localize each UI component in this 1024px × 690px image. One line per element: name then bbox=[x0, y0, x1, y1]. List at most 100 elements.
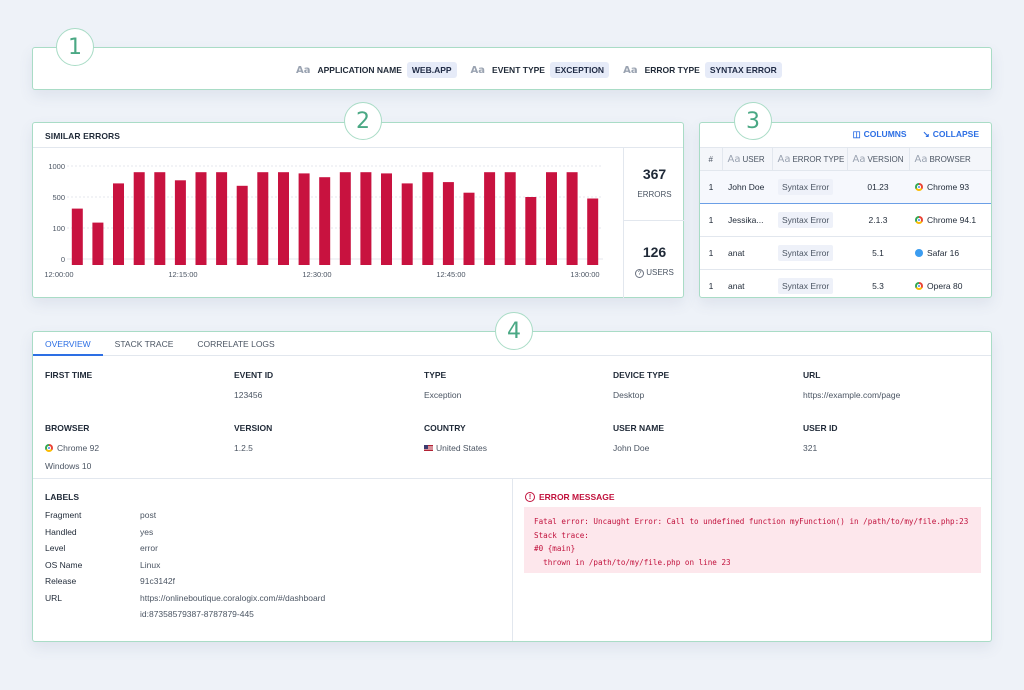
filter-error-type[interactable]: Aa ERROR TYPE SYNTAX ERROR bbox=[623, 62, 782, 78]
column-header-version-label: VERSION bbox=[867, 154, 904, 164]
filter-application-name[interactable]: Aa APPLICATION NAME WEB.APP bbox=[296, 62, 457, 78]
text-type-icon: Aa bbox=[470, 64, 486, 76]
table-row[interactable]: 1 Jessika... Syntax Error 2.1.3 Chrome 94.1 bbox=[700, 203, 991, 237]
chart-bar[interactable] bbox=[257, 172, 269, 265]
browser-name: Safar 16 bbox=[927, 248, 960, 258]
users-label: ? USERS bbox=[624, 268, 685, 278]
x-tick-label: 12:30:00 bbox=[302, 270, 331, 279]
chart-bar[interactable] bbox=[216, 172, 228, 265]
filter-bar: Aa APPLICATION NAME WEB.APP Aa EVENT TYP… bbox=[32, 47, 992, 90]
tab-correlate-logs[interactable]: CORRELATE LOGS bbox=[197, 339, 275, 349]
chart-bar[interactable] bbox=[319, 177, 331, 265]
label-key: Level bbox=[45, 543, 66, 553]
chart-bar[interactable] bbox=[339, 172, 351, 265]
chart-bar[interactable] bbox=[463, 192, 475, 265]
chart-bar[interactable] bbox=[71, 208, 83, 265]
field-browser: BROWSER Chrome 92 Windows 10 bbox=[45, 423, 99, 471]
field-url: URL https://example.com/page bbox=[803, 370, 900, 400]
filter-event-type[interactable]: Aa EVENT TYPE EXCEPTION bbox=[471, 62, 610, 78]
column-header-error-type-label: ERROR TYPE bbox=[792, 154, 845, 164]
error-line: #0 {main} bbox=[534, 544, 576, 554]
error-details-panel: OVERVIEW STACK TRACE CORRELATE LOGS FIRS… bbox=[32, 331, 992, 642]
field-value: Exception bbox=[424, 390, 462, 400]
filter-key: EVENT TYPE bbox=[492, 65, 545, 75]
chart-bar[interactable] bbox=[587, 198, 599, 266]
panel-title: SIMILAR ERRORS bbox=[45, 131, 121, 141]
chart-bar[interactable] bbox=[174, 180, 186, 265]
section-badge-4: 4 bbox=[495, 312, 533, 350]
column-header-version[interactable]: Aa VERSION bbox=[847, 147, 910, 171]
chart-bar[interactable] bbox=[422, 172, 434, 265]
error-line: thrown in /path/to/my/file.php on line 2… bbox=[534, 557, 731, 567]
chart-bar[interactable] bbox=[484, 172, 496, 265]
chart-bar[interactable] bbox=[360, 172, 372, 265]
users-stat: 126 ? USERS bbox=[624, 244, 685, 278]
chart-bar[interactable] bbox=[381, 173, 392, 265]
error-message-title: ! ERROR MESSAGE bbox=[525, 492, 615, 502]
chart-bar[interactable] bbox=[113, 183, 124, 265]
x-tick-label: 12:00:00 bbox=[44, 270, 73, 279]
filter-value: EXCEPTION bbox=[549, 62, 610, 78]
browser-name: Chrome 94.1 bbox=[927, 215, 977, 225]
chart-bar[interactable] bbox=[298, 173, 310, 265]
label-key: Fragment bbox=[45, 510, 82, 520]
label-value: yes bbox=[140, 526, 154, 537]
label-row: id:87358579387-8787879-445 bbox=[45, 609, 325, 626]
column-header-user[interactable]: Aa USER bbox=[722, 147, 773, 171]
field-value[interactable]: https://example.com/page bbox=[803, 390, 901, 400]
column-header-browser[interactable]: Aa BROWSER bbox=[909, 147, 991, 171]
field-value: Chrome 92 bbox=[45, 443, 99, 453]
row-number: 1 bbox=[700, 236, 722, 270]
chart-bar[interactable] bbox=[133, 172, 145, 265]
row-user: anat bbox=[722, 269, 772, 297]
error-line: Fatal error: Uncaught Error: Call to und… bbox=[534, 517, 969, 526]
field-label: BROWSER bbox=[45, 423, 90, 433]
text-type-icon: Aa bbox=[852, 153, 866, 165]
label-row: OS Name Linux bbox=[45, 560, 325, 577]
chrome-icon bbox=[915, 282, 923, 290]
row-browser: Opera 80 bbox=[909, 269, 991, 297]
collapse-button[interactable]: ↘ COLLAPSE bbox=[923, 129, 979, 140]
table-row[interactable]: 1 anat Syntax Error 5.3 Opera 80 bbox=[700, 269, 991, 297]
row-browser: Chrome 94.1 bbox=[909, 203, 991, 237]
chart-bar[interactable] bbox=[525, 197, 537, 265]
field-label: TYPE bbox=[424, 370, 447, 380]
field-event-id: EVENT ID 123456 bbox=[234, 370, 273, 400]
column-header-number[interactable]: # bbox=[700, 147, 723, 171]
error-type-tag: Syntax Error bbox=[778, 212, 834, 228]
label-row: Release 91c3142f bbox=[45, 576, 325, 593]
column-header-user-label: USER bbox=[742, 154, 765, 164]
tab-stack-trace[interactable]: STACK TRACE bbox=[114, 339, 174, 349]
chart-bar[interactable] bbox=[504, 172, 516, 265]
column-header-error-type[interactable]: Aa ERROR TYPE bbox=[772, 147, 848, 171]
chart-bar[interactable] bbox=[236, 185, 248, 265]
section-badge-2: 2 bbox=[344, 102, 382, 140]
chart-bar[interactable] bbox=[92, 222, 104, 265]
errors-count: 367 bbox=[642, 166, 667, 182]
row-number: 1 bbox=[700, 203, 722, 237]
y-tick-label: 0 bbox=[61, 255, 65, 264]
label-key bbox=[45, 609, 140, 626]
row-browser: Safar 16 bbox=[909, 236, 991, 270]
chart-bar[interactable] bbox=[401, 183, 413, 265]
error-type-tag: Syntax Error bbox=[778, 179, 834, 195]
table-row[interactable]: 1 John Doe Syntax Error 01.23 Chrome 93 bbox=[700, 170, 991, 204]
field-version: VERSION 1.2.5 bbox=[234, 423, 272, 453]
browser-name: Opera 80 bbox=[927, 281, 963, 291]
chart-bar[interactable] bbox=[195, 172, 207, 265]
tab-overview[interactable]: OVERVIEW bbox=[33, 332, 103, 356]
chart-bar[interactable] bbox=[278, 172, 289, 265]
safari-icon bbox=[915, 249, 923, 257]
chart-bar[interactable] bbox=[154, 172, 166, 265]
errors-stat: 367 ERRORS bbox=[624, 166, 685, 199]
us-flag-icon bbox=[424, 445, 433, 451]
chart-bar[interactable] bbox=[442, 182, 454, 265]
chart-bar[interactable] bbox=[546, 172, 557, 265]
alert-circle-icon: ! bbox=[525, 492, 535, 502]
row-error-type: Syntax Error bbox=[772, 236, 847, 270]
table-row[interactable]: 1 anat Syntax Error 5.1 Safar 16 bbox=[700, 236, 991, 270]
label-row: Handled yes bbox=[45, 527, 325, 544]
x-tick-label: 13:00:00 bbox=[570, 270, 599, 279]
columns-button[interactable]: ◫ COLUMNS bbox=[853, 129, 907, 140]
chart-bar[interactable] bbox=[566, 172, 578, 265]
